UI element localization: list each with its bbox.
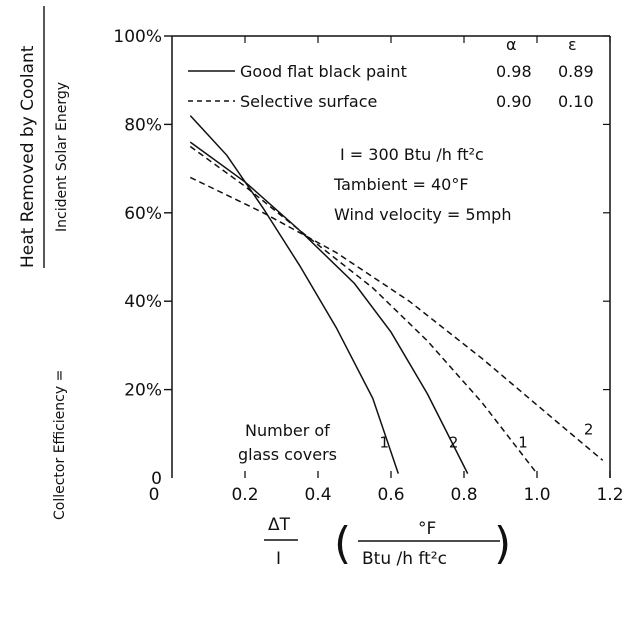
x-tick-label: 0.2 [231, 485, 258, 505]
condition-ambient: Tambient = 40°F [333, 175, 469, 194]
series-line-black-paint-2 [189, 141, 469, 474]
xlabel-unit-num: °F [418, 519, 436, 539]
x-tick-label: 1.2 [596, 485, 623, 505]
xlabel-unit-den: Btu /h ft²c [362, 549, 447, 569]
legend-alpha-selective: 0.90 [496, 92, 532, 111]
x-tick-label: 0.8 [450, 485, 477, 505]
ylabel-numerator: Heat Removed by Coolant [18, 45, 38, 268]
curve-cover-label: 2 [449, 434, 459, 452]
curve-cover-label: 1 [518, 434, 528, 452]
y-tick-label: 80% [124, 115, 162, 135]
ylabel-prefix: Collector Efficiency = [52, 370, 68, 520]
x-tick-label: 0 [149, 485, 160, 505]
y-ticks: 0 20% 40% 60% 80% 100% [113, 27, 610, 489]
legend-eps-black-paint: 0.89 [558, 62, 594, 81]
xlabel-fraction-num: ΔT [268, 515, 291, 535]
covers-annotation-line1: Number of [245, 421, 330, 440]
x-tick-label: 0.6 [377, 485, 404, 505]
xlabel-paren-right: ) [494, 518, 511, 569]
xlabel-paren-left: ( [334, 518, 351, 569]
y-tick-label: 0 [151, 469, 162, 489]
xlabel-fraction-den: I [276, 549, 281, 569]
y-tick-label: 60% [124, 204, 162, 224]
x-tick-label: 0.4 [304, 485, 331, 505]
series-line-selective-1 [189, 145, 538, 475]
x-ticks: 0 0.2 0.4 0.6 0.8 1.0 1.2 [149, 36, 624, 505]
y-axis-label: Collector Efficiency = Heat Removed by C… [18, 6, 70, 520]
series-layer: 1 2 1 2 [189, 115, 604, 475]
legend-alpha-black-paint: 0.98 [496, 62, 532, 81]
legend-label-selective: Selective surface [240, 92, 377, 111]
legend-header-alpha: α [506, 35, 517, 54]
curve-cover-label: 1 [380, 434, 390, 452]
covers-annotation-line2: glass covers [238, 445, 337, 464]
y-tick-label: 100% [113, 27, 162, 47]
condition-irradiance: I = 300 Btu /h ft²c [340, 145, 484, 164]
x-axis-label: ΔT I ( °F Btu /h ft²c ) [264, 515, 511, 569]
x-tick-label: 1.0 [523, 485, 550, 505]
legend-label-black-paint: Good flat black paint [240, 62, 407, 81]
conditions: I = 300 Btu /h ft²c Tambient = 40°F Wind… [333, 145, 511, 224]
curve-cover-label: 2 [584, 420, 594, 438]
y-tick-label: 40% [124, 292, 162, 312]
ylabel-denominator: Incident Solar Energy [54, 82, 70, 232]
legend-header-eps: ε [568, 35, 577, 54]
condition-wind: Wind velocity = 5mph [334, 205, 511, 224]
y-tick-label: 20% [124, 381, 162, 401]
legend: α ε Good flat black paint 0.98 0.89 Sele… [188, 35, 594, 111]
legend-eps-selective: 0.10 [558, 92, 594, 111]
series-line-black-paint-1 [189, 115, 400, 474]
series-line-selective-2 [189, 176, 604, 461]
